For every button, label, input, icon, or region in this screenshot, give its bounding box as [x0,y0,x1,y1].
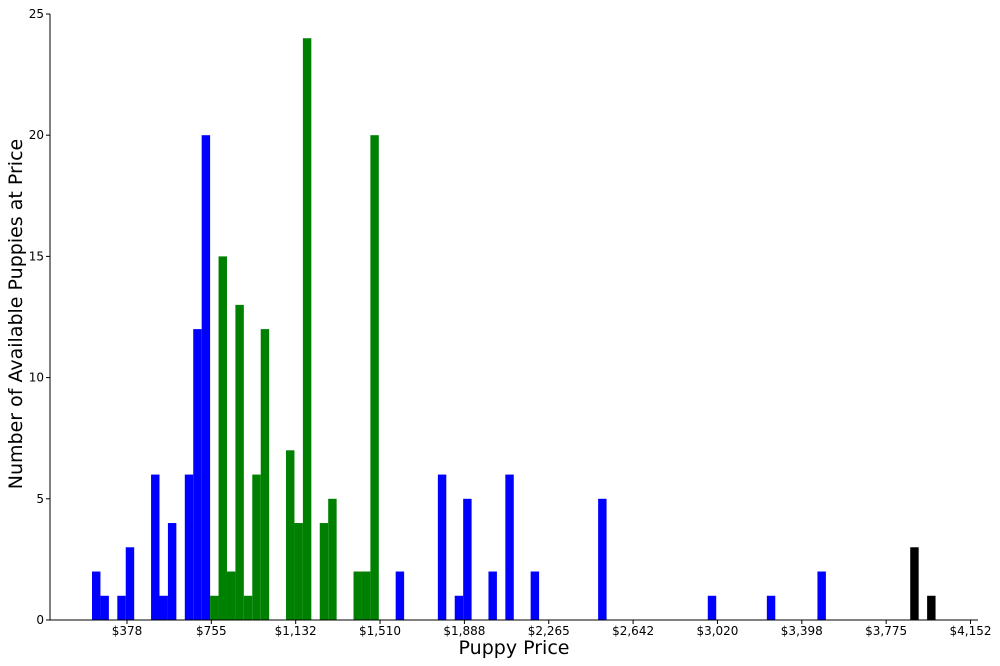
x-tick-label: $4,152 [950,624,992,638]
y-axis-title: Number of Available Puppies at Price [5,139,27,489]
bar [193,329,202,620]
bar [294,523,303,620]
bar [260,329,270,620]
x-tick-label: $378 [112,624,143,638]
y-tick-label: 25 [29,7,44,21]
x-tick-label: $2,642 [612,624,654,638]
bar [766,595,776,620]
bar [463,498,472,620]
y-tick-label: 0 [36,613,44,627]
x-axis-title: Puppy Price [459,637,570,659]
bar [927,595,936,620]
bar [302,38,312,621]
bar [370,135,379,620]
bar [159,595,168,620]
bar [218,256,227,620]
bar [151,474,160,620]
bar [243,595,253,620]
bar [598,498,607,620]
y-tick-label: 20 [29,128,44,142]
bar [184,474,194,620]
x-tick-label: $3,020 [696,624,738,638]
bar [235,304,244,620]
bar [707,595,717,620]
y-tick-label: 5 [36,492,44,506]
bar [286,450,295,620]
bar [201,135,211,620]
bar [454,595,464,620]
bar [488,571,497,620]
bar [530,571,540,620]
x-tick-label: $1,132 [275,624,317,638]
bar [817,571,826,620]
bar [117,595,126,620]
bar [92,571,101,620]
bar [361,571,371,620]
bar [910,547,919,620]
bar [353,571,362,620]
bar [319,523,329,620]
bar [505,474,514,620]
bar [226,571,236,620]
y-tick-label: 15 [29,249,44,263]
bar [437,474,447,620]
bar [210,595,219,620]
y-tick-label: 10 [29,371,44,385]
x-tick-label: $1,888 [443,624,485,638]
bar [125,547,135,620]
x-tick-label: $1,510 [359,624,401,638]
bar [328,498,337,620]
bar [395,571,405,620]
bar [252,474,261,620]
x-tick-label: $755 [196,624,227,638]
bar [100,595,109,620]
x-tick-label: $3,398 [781,624,823,638]
bar [167,523,177,620]
x-tick-label: $3,775 [865,624,907,638]
x-tick-label: $2,265 [528,624,570,638]
